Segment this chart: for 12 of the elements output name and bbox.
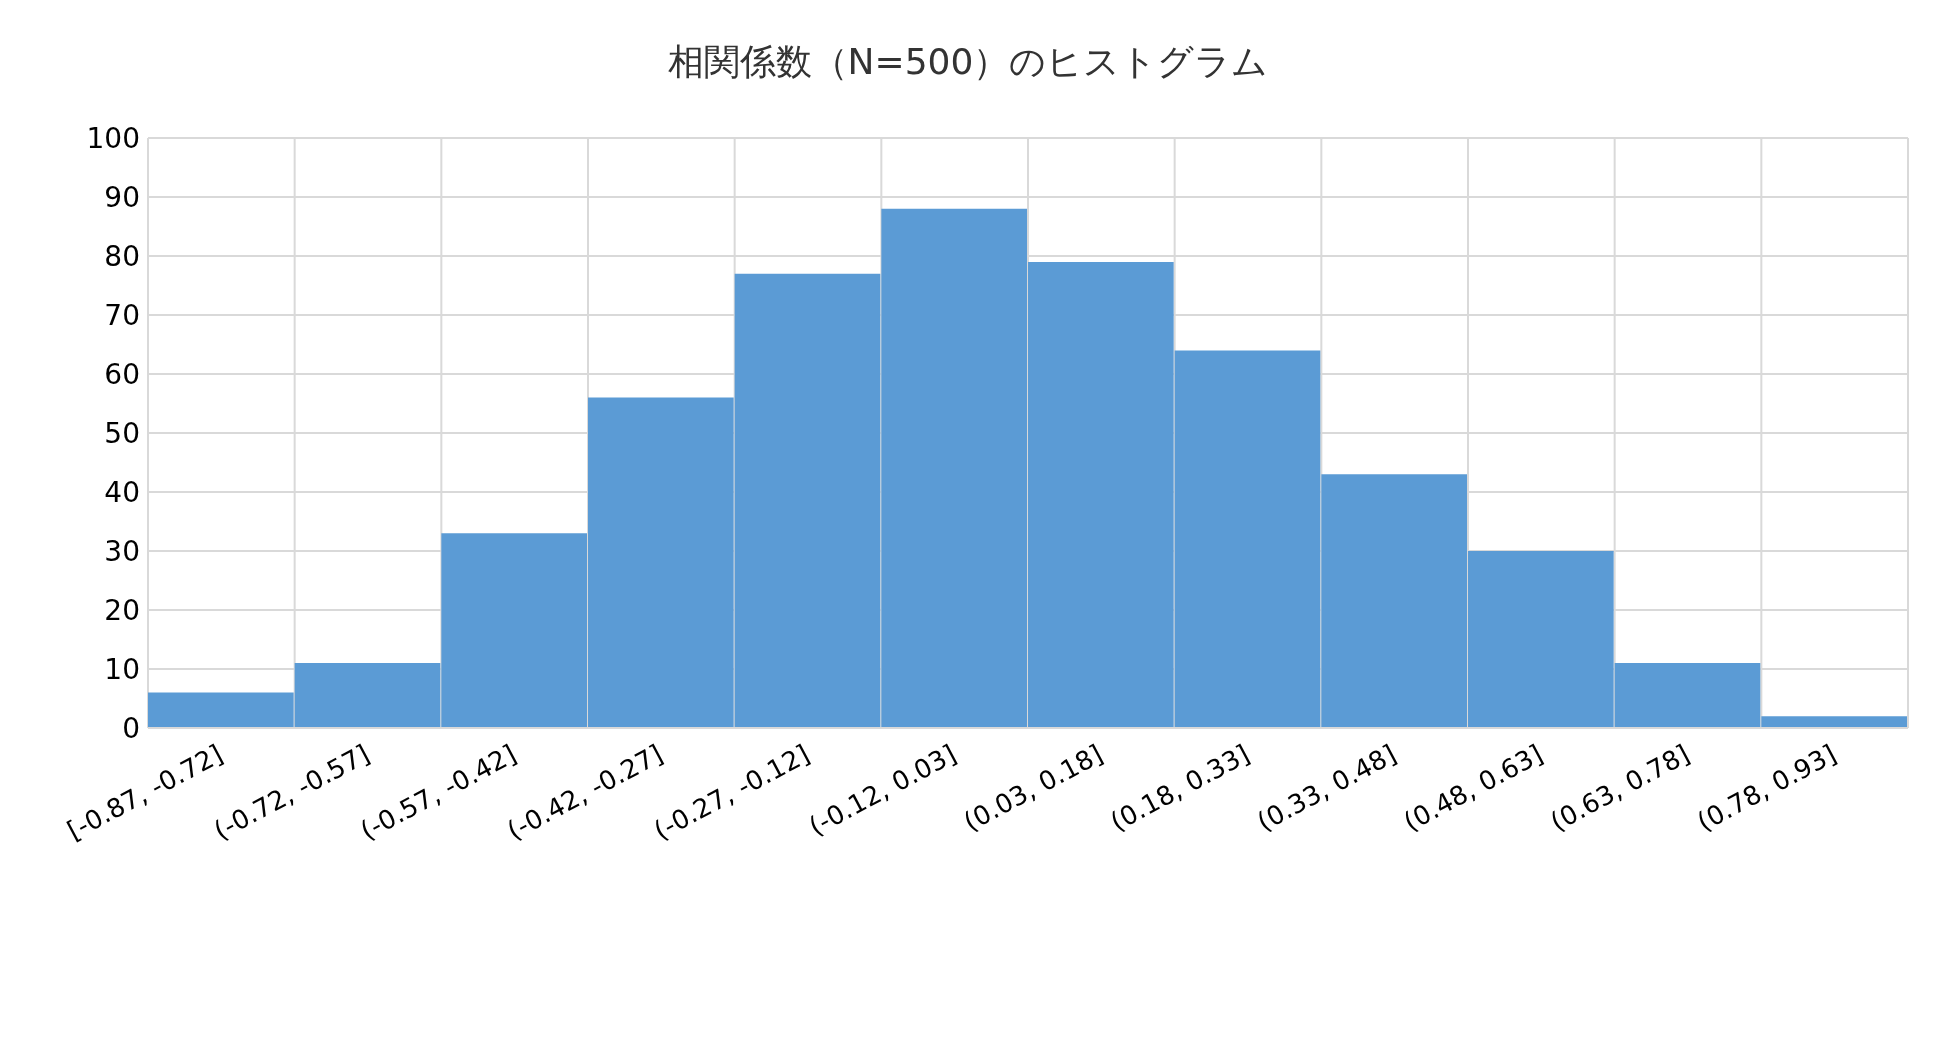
y-tick-label: 90: [104, 180, 140, 214]
y-tick-label: 80: [104, 239, 140, 273]
y-tick-label: 50: [104, 416, 140, 450]
chart-title: 相関係数（N=500）のヒストグラム: [666, 40, 1270, 84]
y-tick-label: 10: [104, 652, 140, 686]
y-tick-label: 0: [122, 711, 140, 745]
y-tick-label: 40: [104, 475, 140, 509]
y-tick-label: 20: [104, 593, 140, 627]
y-tick-label: 70: [104, 298, 140, 332]
y-tick-label: 30: [104, 534, 140, 568]
y-tick-label: 100: [86, 121, 140, 155]
y-tick-label: 60: [104, 357, 140, 391]
